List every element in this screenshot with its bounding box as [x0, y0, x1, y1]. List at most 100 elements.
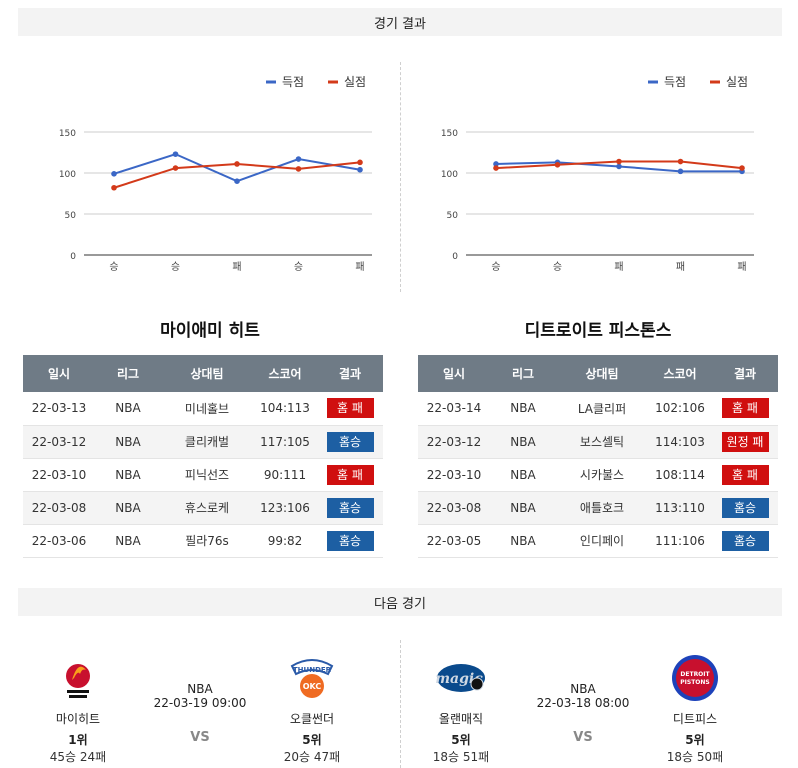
cell-date: 22-03-10	[418, 458, 490, 492]
chart-legend: 득점 실점	[266, 75, 366, 89]
table-row[interactable]: 22-03-10 NBA 시카불스 108:114 홈 패	[418, 458, 778, 492]
cell-league: NBA	[490, 458, 556, 492]
cell-score: 123:106	[253, 491, 317, 525]
cell-result: 홈승	[317, 524, 383, 558]
cell-date: 22-03-10	[23, 458, 95, 492]
result-badge: 홈승	[721, 497, 769, 518]
cell-result: 원정 패	[712, 425, 778, 459]
column-header: 일시	[23, 355, 95, 392]
table-row[interactable]: 22-03-05 NBA 인디페이 111:106 홈승	[418, 524, 778, 558]
table-row[interactable]: 22-03-06 NBA 필라76s 99:82 홈승	[23, 524, 383, 558]
data-point	[677, 158, 684, 165]
home-team-block[interactable]: magic 올랜매직 5위 18승 51패	[411, 640, 511, 765]
result-badge: 원정 패	[721, 431, 769, 452]
cell-date: 22-03-13	[23, 392, 95, 426]
home-team-record: 45승 24패	[49, 750, 107, 764]
x-tick-label: 승	[171, 261, 180, 273]
data-point	[111, 171, 117, 177]
cell-opponent: 클리캐벌	[161, 425, 253, 459]
x-tick-label: 승	[294, 261, 303, 273]
cell-opponent: 미네홀브	[161, 392, 253, 426]
cell-result: 홈승	[712, 491, 778, 525]
x-tick-label: 패	[355, 261, 364, 273]
next-games-divider	[400, 640, 401, 768]
match-datetime: 22-03-18 08:00	[536, 696, 630, 710]
column-header: 결과	[712, 355, 778, 392]
cell-opponent: 시카불스	[556, 458, 648, 492]
cell-result: 홈 패	[712, 392, 778, 426]
cell-opponent: LA클리퍼	[556, 392, 648, 426]
data-point	[111, 184, 117, 191]
left-team-chart: 득점 실점 0 50 100 150 승 승 패 승 패	[28, 56, 388, 286]
home-team-name: 올랜매직	[438, 712, 484, 726]
cell-league: NBA	[95, 392, 161, 426]
cell-result: 홈승	[317, 491, 383, 525]
table-header-row: 일시 리그 상대팀 스코어 결과	[23, 355, 383, 392]
svg-text:OKC: OKC	[303, 682, 322, 691]
away-team-block[interactable]: THUNDER OKC 오클썬더 5위 20승 47패	[262, 640, 362, 765]
home-team-block[interactable]: 마이히트 1위 45승 24패	[28, 640, 128, 765]
cell-league: NBA	[490, 491, 556, 525]
right-team-title: 디트로이트 피스톤스	[524, 321, 672, 341]
data-point	[554, 162, 561, 168]
cell-league: NBA	[95, 425, 161, 459]
table-row[interactable]: 22-03-08 NBA 애틀호크 113:110 홈승	[418, 491, 778, 525]
cell-league: NBA	[490, 524, 556, 558]
cell-date: 22-03-06	[23, 524, 95, 558]
right-team-line-chart: 득점 실점 0 50 100 150 승 승 패 패 패	[441, 75, 754, 273]
table-row[interactable]: 22-03-12 NBA 클리캐벌 117:105 홈승	[23, 425, 383, 459]
x-tick-label: 승	[491, 261, 500, 273]
cell-opponent: 필라76s	[161, 524, 253, 558]
away-team-record: 20승 47패	[283, 750, 341, 764]
legend-label: 득점	[664, 75, 686, 89]
home-team-rank: 5위	[451, 733, 471, 747]
x-tick-label: 패	[737, 261, 746, 273]
cell-result: 홈 패	[317, 458, 383, 492]
vs-label: VS	[190, 730, 210, 745]
cell-score: 102:106	[648, 392, 712, 426]
left-team-title: 마이애미 히트	[160, 321, 260, 341]
cell-date: 22-03-14	[418, 392, 490, 426]
home-team-rank: 1위	[68, 733, 88, 747]
data-point	[295, 156, 302, 162]
table-row[interactable]: 22-03-14 NBA LA클리퍼 102:106 홈 패	[418, 392, 778, 426]
cell-score: 114:103	[648, 425, 712, 459]
table-row[interactable]: 22-03-08 NBA 휴스로케 123:106 홈승	[23, 491, 383, 525]
table-row[interactable]: 22-03-12 NBA 보스셀틱 114:103 원정 패	[418, 425, 778, 459]
x-tick-label: 승	[109, 261, 118, 273]
cell-date: 22-03-12	[418, 425, 490, 459]
cell-opponent: 애틀호크	[556, 491, 648, 525]
column-header: 상대팀	[161, 355, 253, 392]
cell-opponent: 피닉선즈	[161, 458, 253, 492]
column-header: 스코어	[648, 355, 712, 392]
cell-score: 111:106	[648, 524, 712, 558]
data-point	[493, 165, 499, 171]
cell-league: NBA	[95, 458, 161, 492]
table-row[interactable]: 22-03-13 NBA 미네홀브 104:113 홈 패	[23, 392, 383, 426]
data-point	[234, 178, 240, 184]
cell-league: NBA	[95, 491, 161, 525]
detroit-pistons-logo: DETROIT PISTONS	[669, 652, 721, 704]
table-row[interactable]: 22-03-10 NBA 피닉선즈 90:111 홈 패	[23, 458, 383, 492]
result-badge: 홈승	[326, 431, 374, 452]
column-header: 리그	[95, 355, 161, 392]
cell-score: 104:113	[253, 392, 317, 426]
y-tick-label: 50	[65, 211, 77, 221]
table-header-row: 일시 리그 상대팀 스코어 결과	[418, 355, 778, 392]
next-match-card[interactable]: 마이히트 1위 45승 24패 NBA 22-03-19 09:00 VS TH…	[20, 640, 400, 764]
cell-league: NBA	[490, 392, 556, 426]
next-match-card[interactable]: magic 올랜매직 5위 18승 51패 NBA 22-03-18 08:00…	[403, 640, 783, 764]
data-point	[295, 166, 302, 172]
data-point	[172, 165, 179, 171]
away-team-rank: 5위	[302, 733, 322, 747]
column-header: 일시	[418, 355, 490, 392]
orlando-magic-logo: magic	[435, 652, 487, 704]
match-league: NBA	[570, 682, 596, 696]
x-tick-label: 승	[553, 261, 562, 273]
away-team-record: 18승 50패	[666, 750, 724, 764]
away-team-block[interactable]: DETROIT PISTONS 디트피스 5위 18승 50패	[645, 640, 745, 765]
cell-date: 22-03-08	[418, 491, 490, 525]
y-tick-label: 100	[441, 170, 458, 180]
cell-result: 홈 패	[317, 392, 383, 426]
